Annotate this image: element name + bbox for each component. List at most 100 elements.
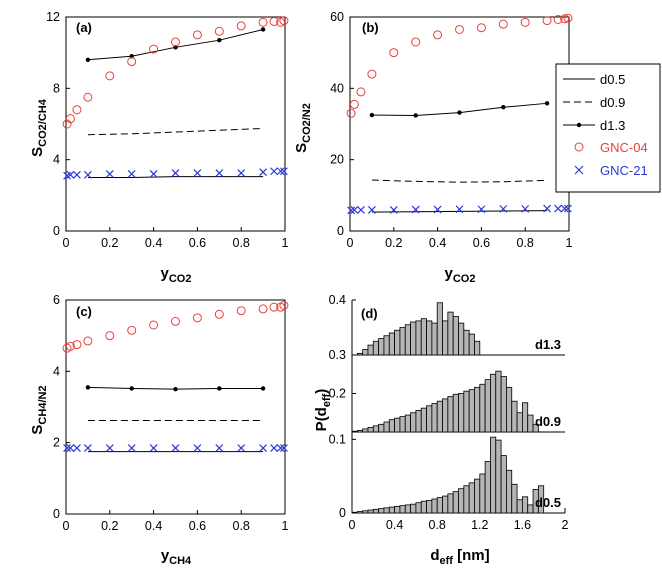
series-gnc-04-point [563, 13, 573, 23]
legend-box [555, 63, 661, 193]
series-gnc-21-point [105, 170, 114, 178]
legend-label-d05: d0.5 [600, 72, 625, 87]
series-gnc-21-point [455, 205, 464, 214]
series-d1-3-point [544, 101, 550, 106]
x-tick-label: 0.6 [189, 519, 206, 533]
histogram-bar-d05 [479, 473, 486, 514]
y-tick-label: 60 [330, 10, 344, 24]
series-gnc-21-point [193, 444, 202, 452]
histogram-bar-d09 [500, 376, 507, 433]
x-tick-label: 0 [349, 518, 356, 532]
series-gnc-04-point [560, 14, 570, 24]
x-tick-label: 0.6 [473, 236, 490, 250]
histogram-bar-d05 [378, 508, 385, 514]
histogram-bar-d13 [388, 332, 395, 356]
series-gnc-21-point [127, 170, 136, 178]
x-tick-label: 0.4 [429, 236, 446, 250]
histogram-bar-d09 [516, 412, 523, 433]
series-gnc-04-point [171, 37, 180, 47]
series-gnc-21-point [367, 206, 376, 214]
histogram-bar-d05 [394, 505, 401, 514]
y-tick-label: 4 [53, 364, 60, 378]
series-gnc-21-point [215, 169, 224, 177]
histogram-bar-d09 [362, 428, 369, 433]
histogram-bar-d13 [463, 329, 470, 356]
histogram-bar-d13 [431, 322, 438, 356]
histogram-bar-d09 [532, 423, 539, 433]
series-gnc-04-point [236, 21, 246, 31]
histogram-bar-d05 [490, 436, 497, 514]
legend-swatch-d13-dot [576, 122, 582, 128]
x-tick-label: 0.2 [101, 236, 118, 250]
x-tick-label: 2 [562, 518, 569, 532]
x-tick-label: 1.2 [471, 518, 488, 532]
series-d1-3-point [501, 105, 506, 110]
histogram-bar-d05 [410, 503, 417, 514]
series-gnc-21-point [149, 170, 158, 178]
panel-a-ylabel: SCO2/CH4 [29, 98, 49, 157]
histogram-bar-d05 [527, 504, 534, 514]
histogram-bar-d09 [479, 383, 486, 433]
histogram-bar-d09 [410, 412, 417, 433]
plot-frame [349, 16, 570, 232]
series-gnc-04-point [356, 87, 366, 97]
histogram-bar-d13 [426, 320, 433, 356]
series-d1-3-point [457, 110, 462, 115]
series-gnc-04-point [520, 17, 530, 27]
series-gnc-21-point [279, 444, 288, 452]
histogram-bar-d13 [415, 320, 422, 356]
x-tick-label: 0.4 [145, 236, 162, 250]
histogram-bar-d05 [426, 500, 433, 514]
series-gnc-21-point [66, 170, 75, 179]
panel-c-plot: 0 0.2 0.4 0.6 0.8 1 0 2 4 6 [53, 293, 288, 533]
histogram-bar-d05 [367, 509, 374, 514]
series-d1-3-point [260, 386, 266, 391]
series-d1-3-point [413, 113, 418, 118]
series-gnc-21-point [270, 444, 278, 452]
histogram-bar-d09 [490, 373, 497, 433]
x-tick-label: 0.6 [189, 236, 206, 250]
series-gnc-21-point [477, 205, 486, 214]
x-tick-label: 1.6 [514, 518, 531, 532]
histogram-bar-d09 [404, 414, 411, 433]
histogram-bar-d13 [474, 340, 481, 356]
y-tick-label: 0 [339, 506, 346, 520]
y-tick-label: 0.2 [329, 387, 346, 401]
series-gnc-04-point [346, 108, 356, 118]
series-d1-3-point [129, 386, 134, 391]
series-gnc-21-point [237, 169, 246, 177]
histogram-bar-d05 [420, 500, 427, 514]
series-gnc-04-point [258, 304, 268, 314]
series-gnc-04-point [367, 69, 377, 79]
panel-d: 0 0.4 0.8 1.2 1.6 20.30.4d1.30.2d0.900.1d0.5 … [313, 293, 569, 567]
x-tick-label: 0 [63, 236, 70, 250]
series-gnc-04-point [498, 19, 508, 29]
series-d0-5-line [371, 210, 548, 213]
x-tick-label: 0 [63, 519, 70, 533]
series-gnc-21-point [554, 204, 562, 213]
histogram-bar-d05 [356, 511, 364, 514]
series-gnc-21-point [563, 204, 572, 213]
series-gnc-04-point [279, 16, 289, 26]
histogram-bar-d13 [356, 352, 364, 356]
series-gnc-21-point [193, 169, 202, 177]
series-d1-3-point [173, 386, 178, 392]
y-tick-label: 40 [330, 81, 344, 95]
series-gnc-04-point [476, 23, 486, 33]
series-gnc-21-point [276, 444, 285, 452]
series-gnc-21-point [105, 444, 114, 452]
series-gnc-21-point [521, 204, 530, 213]
series-gnc-21-point [411, 205, 420, 214]
series-gnc-04-point [269, 16, 279, 26]
histogram-bar-d13 [378, 338, 385, 356]
histogram-bar-d05 [522, 496, 529, 514]
histogram-bar-d05 [436, 497, 443, 514]
histogram-bar-d09 [495, 370, 502, 433]
histogram-bar-d09 [426, 405, 433, 433]
series-gnc-21-point [83, 444, 92, 452]
series-d0-5-line [87, 176, 264, 178]
series-gnc-04-point [192, 313, 202, 323]
y-tick-label: 0.3 [329, 348, 346, 362]
series-gnc-21-point [347, 206, 356, 215]
